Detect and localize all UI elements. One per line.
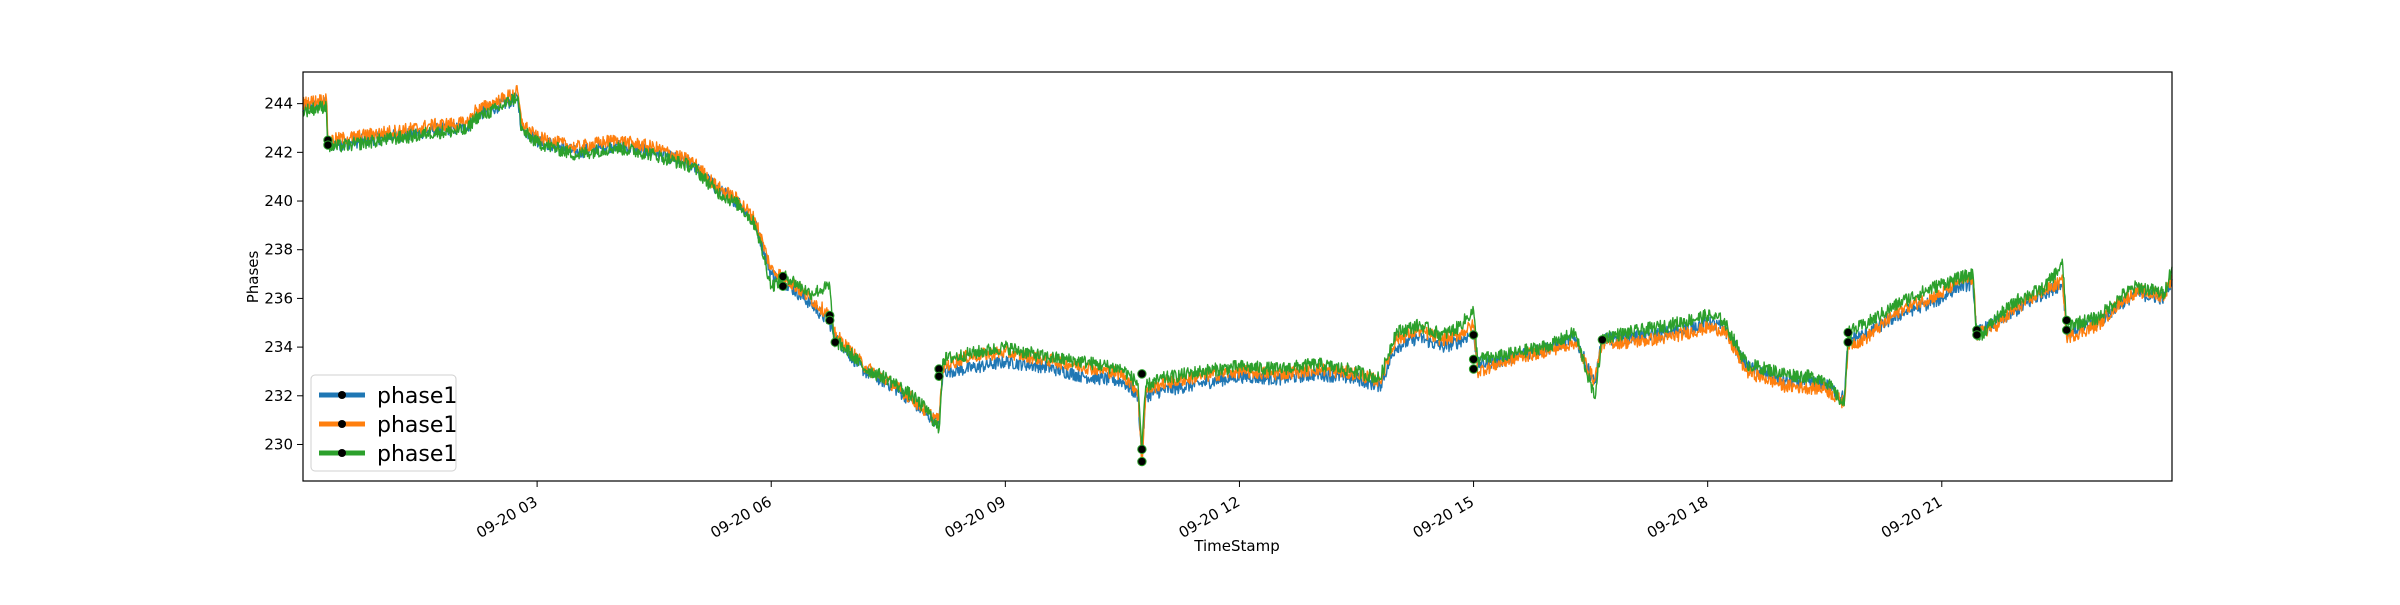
anomaly-marker-15: [1468, 364, 1479, 374]
anomaly-marker-16: [1597, 335, 1608, 345]
x-tick-label-4: 09-20 12: [1176, 493, 1243, 542]
x-tick-label-3: 09-20 09: [942, 493, 1009, 542]
x-tick-label-2: 09-20 06: [707, 493, 774, 542]
x-tick-label-1: 09-20 03: [473, 493, 540, 542]
marker-layer: [323, 135, 2072, 467]
y-tick-label-1: 230: [264, 435, 293, 453]
anomaly-marker-11: [1137, 444, 1147, 455]
y-tick-label-3: 234: [264, 338, 293, 356]
series-line-1: [302, 92, 2173, 463]
x-tick-label-7: 09-20 21: [1878, 493, 1945, 542]
legend-box: [310, 374, 457, 472]
x-tick-label-5: 09-20 15: [1410, 493, 1477, 542]
y-tick-label-8: 244: [264, 95, 293, 113]
legend-marker-1: [338, 391, 346, 399]
series-line-2: [302, 85, 2173, 465]
anomaly-marker-7: [830, 337, 840, 347]
anomaly-marker-6: [825, 315, 835, 326]
legend: phase1 phase1 phase1: [310, 374, 457, 472]
y-tick-label-7: 242: [264, 143, 293, 161]
anomaly-marker-18: [1843, 337, 1853, 347]
x-axis-label: TimeStamp: [1193, 537, 1279, 555]
y-tick-label-5: 238: [264, 241, 293, 259]
anomaly-marker-21: [2061, 315, 2072, 326]
y-tick-label-6: 240: [264, 192, 293, 210]
anomaly-marker-20: [1972, 330, 1982, 340]
x-tick-label-6: 09-20 18: [1644, 493, 1711, 542]
anomaly-marker-17: [1843, 327, 1853, 338]
anomaly-marker-12: [1137, 456, 1147, 467]
legend-label-3: phase1: [377, 442, 457, 467]
anomaly-marker-9: [934, 371, 944, 382]
anomaly-marker-4: [778, 281, 788, 291]
series-line-3: [302, 92, 2173, 451]
plot-frame: [302, 71, 2173, 482]
x-axis: 09-20 03 09-20 06 09-20 09 09-20 12 09-20 15…: [473, 481, 1945, 542]
y-tick-label-2: 232: [264, 387, 293, 405]
legend-marker-3: [338, 449, 346, 457]
anomaly-marker-10: [1137, 369, 1147, 379]
series-layer: [302, 85, 2173, 465]
y-axis: 230 232 234 236 238 240 242 244: [264, 95, 303, 453]
y-axis-label: Phases: [244, 251, 262, 304]
anomaly-marker-22: [2061, 325, 2072, 335]
anomaly-marker-13: [1468, 330, 1479, 340]
legend-label-1: phase1: [377, 384, 457, 409]
anomaly-marker-2: [323, 140, 333, 150]
legend-marker-2: [338, 420, 346, 428]
anomaly-marker-14: [1468, 354, 1479, 364]
y-tick-label-4: 236: [264, 289, 293, 307]
legend-label-2: phase1: [377, 413, 457, 438]
anomaly-marker-3: [778, 271, 788, 282]
